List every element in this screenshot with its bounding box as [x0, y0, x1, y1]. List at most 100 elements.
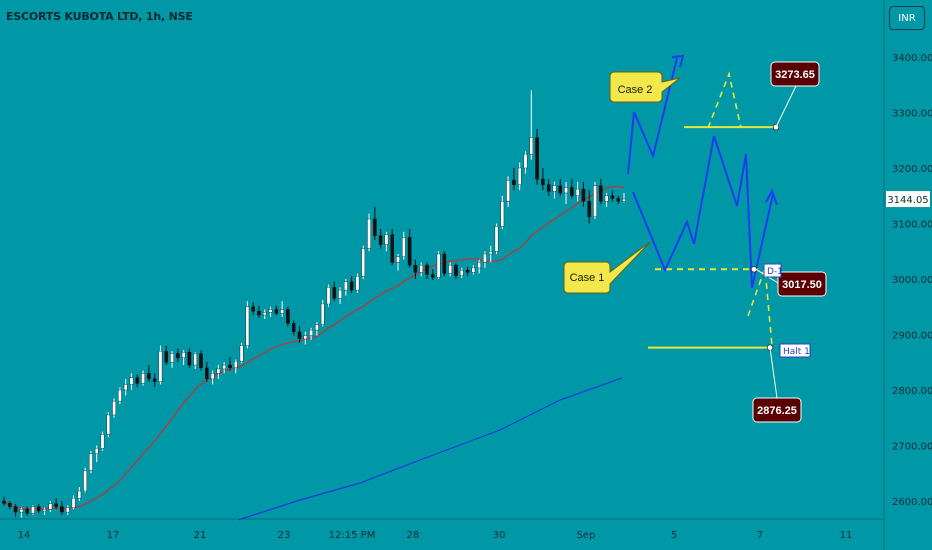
candle-body: [2, 500, 6, 504]
candle-body: [54, 503, 58, 507]
candle-body: [581, 188, 586, 202]
case1-projection: [747, 267, 773, 347]
candle-body: [459, 269, 464, 276]
candle-body: [546, 184, 551, 192]
y-tick-label: 2700.00: [892, 442, 932, 453]
tag-text: Halt 1: [783, 347, 810, 357]
candle-body: [425, 264, 429, 275]
candle-body: [291, 323, 296, 332]
candle-body: [378, 235, 383, 245]
price-label-text: 3273.65: [775, 69, 815, 81]
candle-body: [407, 237, 412, 266]
case2-path: [627, 57, 678, 175]
tag-text: D-1: [767, 267, 783, 277]
d1-price-label: 3017.50: [777, 271, 827, 297]
candle-body: [315, 324, 319, 331]
candle-body: [373, 218, 377, 236]
halt1-tag: Halt 1: [779, 343, 811, 358]
candle-body: [564, 187, 568, 194]
last-price-label: 3144.05: [887, 195, 928, 206]
x-tick-label: 11: [840, 530, 853, 541]
candle-body: [118, 389, 122, 402]
candle-body: [552, 185, 557, 192]
candle-body: [332, 287, 337, 299]
candle-body: [60, 506, 64, 513]
candle-body: [228, 364, 232, 368]
x-tick-label: Sep: [577, 530, 596, 541]
x-tick-label: 30: [493, 530, 506, 541]
candle-body: [558, 185, 563, 194]
price-label-text: 2876.25: [757, 405, 797, 417]
d1-tag: D-1: [763, 263, 783, 278]
candle-body: [402, 237, 406, 257]
candle-body: [251, 306, 255, 312]
candle-body: [164, 350, 169, 363]
candle-body: [570, 187, 574, 196]
y-tick-label: 2900.00: [892, 331, 932, 342]
candle-body: [123, 384, 128, 391]
candle-body: [77, 490, 82, 499]
y-tick-label: 3400.00: [892, 53, 932, 64]
candle-body: [344, 281, 348, 291]
candle-body: [141, 373, 145, 384]
candle-body: [257, 310, 261, 316]
candle-body: [83, 470, 87, 492]
x-tick-label: 7: [757, 530, 763, 541]
price-label-text: 3017.50: [782, 279, 822, 291]
candle-body: [262, 312, 267, 316]
candle-body: [129, 377, 134, 385]
candle-body: [599, 185, 603, 202]
symbol-title: ESCORTS KUBOTA LTD, 1h, NSE: [6, 10, 193, 23]
candle-body: [274, 309, 279, 314]
y-tick-label: 2800.00: [892, 386, 932, 397]
candle-body: [65, 507, 70, 513]
callout-text: Case 2: [618, 84, 653, 96]
candle-body: [541, 178, 545, 185]
candle-body: [523, 153, 528, 169]
candle-body: [19, 509, 24, 513]
x-tick-label: 21: [194, 530, 207, 541]
candle-body: [89, 453, 93, 471]
candle-body: [100, 434, 105, 449]
candle-body: [477, 262, 481, 269]
candle-body: [94, 448, 99, 455]
candle-body: [610, 195, 615, 199]
candle-body: [436, 253, 441, 278]
candle-body: [488, 251, 493, 255]
candle-body: [500, 201, 505, 227]
y-tick-label: 3200.00: [892, 164, 932, 175]
d1-marker: [750, 266, 758, 273]
currency-button[interactable]: INR: [889, 6, 925, 30]
x-tick-label: 5: [671, 530, 677, 541]
y-tick-label: 2600.00: [892, 497, 932, 508]
last-price-box: [886, 191, 930, 208]
candle-body: [176, 353, 180, 359]
candle-body: [622, 198, 626, 202]
candle-body: [222, 364, 226, 370]
y-tick-label: 3000.00: [892, 275, 932, 286]
candle-body: [338, 289, 342, 299]
candle-body: [170, 353, 174, 363]
candle-body: [396, 256, 400, 263]
x-tick-label: 12:15 PM: [329, 530, 376, 541]
candle-body: [13, 506, 18, 513]
candle-body: [303, 335, 308, 340]
candle-body: [355, 276, 360, 291]
candle-body: [448, 264, 452, 274]
candle-body: [31, 506, 35, 514]
case1-arrowhead: [765, 188, 778, 206]
candle-body: [535, 137, 539, 180]
candle-body: [181, 352, 186, 359]
candle-body: [326, 287, 331, 305]
x-tick-label: 23: [278, 530, 291, 541]
candle-body: [42, 509, 47, 512]
candle-body: [320, 303, 325, 325]
candle-body: [152, 378, 157, 382]
case2-arrowhead: [671, 54, 685, 68]
candle-body: [112, 400, 116, 416]
x-tick-label: 14: [18, 530, 31, 541]
candle-body: [384, 234, 389, 245]
candle-body: [529, 137, 534, 155]
candle-body: [7, 503, 12, 507]
